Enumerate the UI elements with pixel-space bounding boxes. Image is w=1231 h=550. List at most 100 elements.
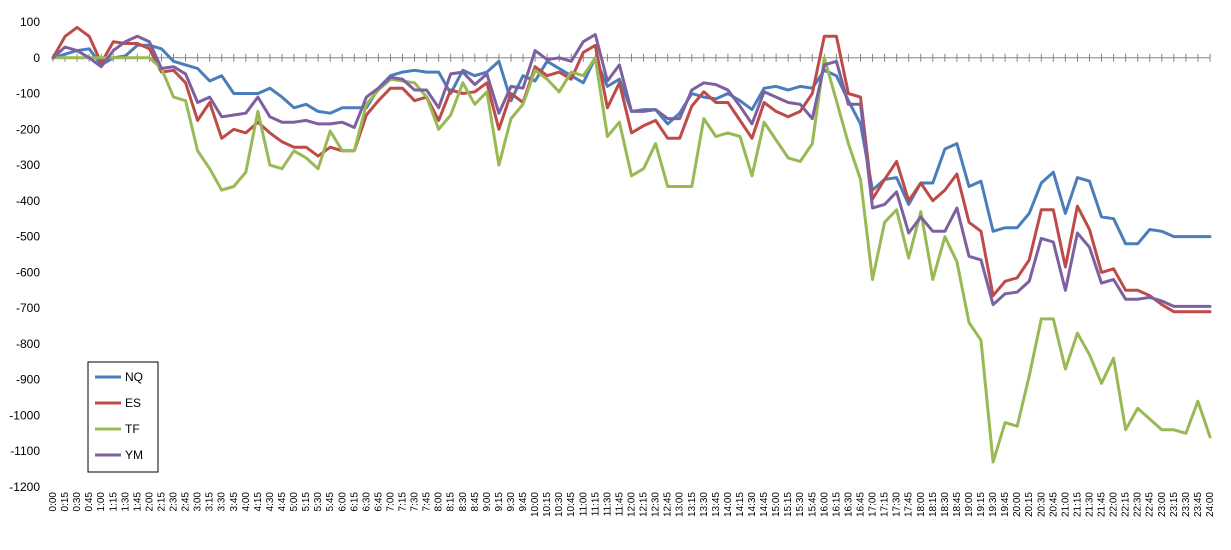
x-tick-label: 17:00	[868, 492, 879, 517]
y-tick-label: -500	[16, 230, 40, 244]
x-tick-label: 17:15	[880, 492, 891, 517]
x-tick-label: 12:15	[639, 492, 650, 517]
x-axis-tick-labels: 0:00 0:15 0:30 0:45 1:00 1:15 1:30 1:45 2:00 2:15…	[48, 492, 1216, 517]
legend-label-ym: YM	[125, 448, 143, 462]
x-tick-label: 0:45	[84, 492, 95, 512]
x-tick-label: 8:30	[458, 492, 469, 512]
x-tick-label: 23:00	[1157, 492, 1168, 517]
legend: NQ ES TF YM	[87, 361, 159, 473]
x-tick-label: 1:45	[132, 492, 143, 512]
legend-label-es: ES	[125, 396, 141, 410]
x-tick-label: 3:45	[229, 492, 240, 512]
y-tick-label: -400	[16, 194, 40, 208]
x-tick-label: 0:00	[48, 492, 59, 512]
x-tick-label: 9:45	[518, 492, 529, 512]
x-tick-label: 21:15	[1072, 492, 1083, 517]
x-tick-label: 6:15	[349, 492, 360, 512]
x-tick-label: 3:30	[217, 492, 228, 512]
y-tick-label: -200	[16, 122, 40, 136]
x-tick-label: 7:15	[398, 492, 409, 512]
x-tick-label: 15:00	[771, 492, 782, 517]
x-tick-label: 18:00	[916, 492, 927, 517]
x-tick-label: 21:00	[1060, 492, 1071, 517]
x-tick-label: 13:45	[711, 492, 722, 517]
x-tick-label: 8:15	[446, 492, 457, 512]
x-tick-label: 20:30	[1036, 492, 1047, 517]
x-tick-label: 20:00	[1012, 492, 1023, 517]
series-line-tf	[51, 56, 1212, 464]
x-tick-label: 17:45	[904, 492, 915, 517]
x-tick-label: 13:15	[687, 492, 698, 517]
x-tick-label: 23:15	[1169, 492, 1180, 517]
x-tick-label: 23:45	[1193, 492, 1204, 517]
x-tick-label: 14:15	[735, 492, 746, 517]
x-tick-label: 1:30	[120, 492, 131, 512]
x-tick-label: 5:15	[301, 492, 312, 512]
x-tick-label: 2:15	[156, 492, 167, 512]
x-tick-label: 1:15	[108, 492, 119, 512]
x-tick-label: 22:30	[1133, 492, 1144, 517]
x-tick-label: 18:30	[940, 492, 951, 517]
y-tick-label: -1200	[9, 480, 40, 494]
x-tick-label: 19:00	[964, 492, 975, 517]
x-tick-label: 19:30	[988, 492, 999, 517]
x-tick-label: 0:15	[60, 492, 71, 512]
x-tick-label: 16:30	[843, 492, 854, 517]
x-tick-label: 8:00	[434, 492, 445, 512]
x-tick-label: 4:45	[277, 492, 288, 512]
y-tick-label: -100	[16, 87, 40, 101]
x-tick-label: 10:15	[542, 492, 553, 517]
x-tick-label: 2:30	[169, 492, 180, 512]
x-tick-label: 20:15	[1024, 492, 1035, 517]
x-tick-label: 11:45	[614, 492, 625, 517]
x-tick-label: 11:00	[578, 492, 589, 517]
x-tick-label: 7:30	[410, 492, 421, 512]
legend-label-tf: TF	[125, 422, 140, 436]
y-tick-label: -700	[16, 301, 40, 315]
x-tick-label: 22:00	[1109, 492, 1120, 517]
x-tick-label: 14:30	[747, 492, 758, 517]
x-tick-label: 19:45	[1000, 492, 1011, 517]
x-tick-label: 6:30	[361, 492, 372, 512]
x-tick-label: 22:15	[1121, 492, 1132, 517]
x-tick-label: 14:45	[759, 492, 770, 517]
x-tick-label: 10:00	[530, 492, 541, 517]
x-tick-label: 2:00	[144, 492, 155, 512]
legend-box	[87, 361, 159, 473]
x-tick-label: 22:45	[1145, 492, 1156, 517]
x-tick-label: 6:45	[373, 492, 384, 512]
y-tick-label: -1100	[10, 444, 40, 458]
x-tick-label: 9:15	[494, 492, 505, 512]
y-axis-tick-labels: 100 0 -100 -200 -300 -400 -500 -600 -700 -800 -900…	[9, 15, 40, 494]
x-tick-label: 15:30	[795, 492, 806, 517]
x-tick-label: 16:00	[819, 492, 830, 517]
y-tick-label: 100	[20, 15, 40, 29]
x-tick-label: 12:00	[627, 492, 638, 517]
x-tick-label: 11:15	[590, 492, 601, 517]
y-tick-label: -800	[16, 337, 40, 351]
x-tick-label: 13:30	[699, 492, 710, 517]
x-tick-label: 1:00	[96, 492, 107, 512]
x-tick-label: 12:30	[651, 492, 662, 517]
x-tick-label: 19:15	[976, 492, 987, 517]
x-tick-label: 10:30	[554, 492, 565, 517]
x-tick-label: 5:00	[289, 492, 300, 512]
x-tick-label: 18:15	[928, 492, 939, 517]
x-tick-label: 17:30	[892, 492, 903, 517]
x-tick-label: 3:00	[193, 492, 204, 512]
x-tick-label: 4:30	[265, 492, 276, 512]
x-axis	[52, 53, 1211, 62]
x-tick-label: 7:45	[422, 492, 433, 512]
x-tick-label: 10:45	[566, 492, 577, 517]
x-tick-label: 9:00	[482, 492, 493, 512]
x-tick-label: 15:45	[807, 492, 818, 517]
x-tick-label: 14:00	[723, 492, 734, 517]
series-lines	[51, 25, 1212, 464]
y-tick-label: -600	[16, 265, 40, 279]
y-tick-label: -300	[16, 158, 40, 172]
x-tick-label: 6:00	[337, 492, 348, 512]
x-tick-label: 21:30	[1084, 492, 1095, 517]
x-tick-label: 12:45	[663, 492, 674, 517]
x-tick-label: 11:30	[602, 492, 613, 517]
x-tick-label: 23:30	[1181, 492, 1192, 517]
